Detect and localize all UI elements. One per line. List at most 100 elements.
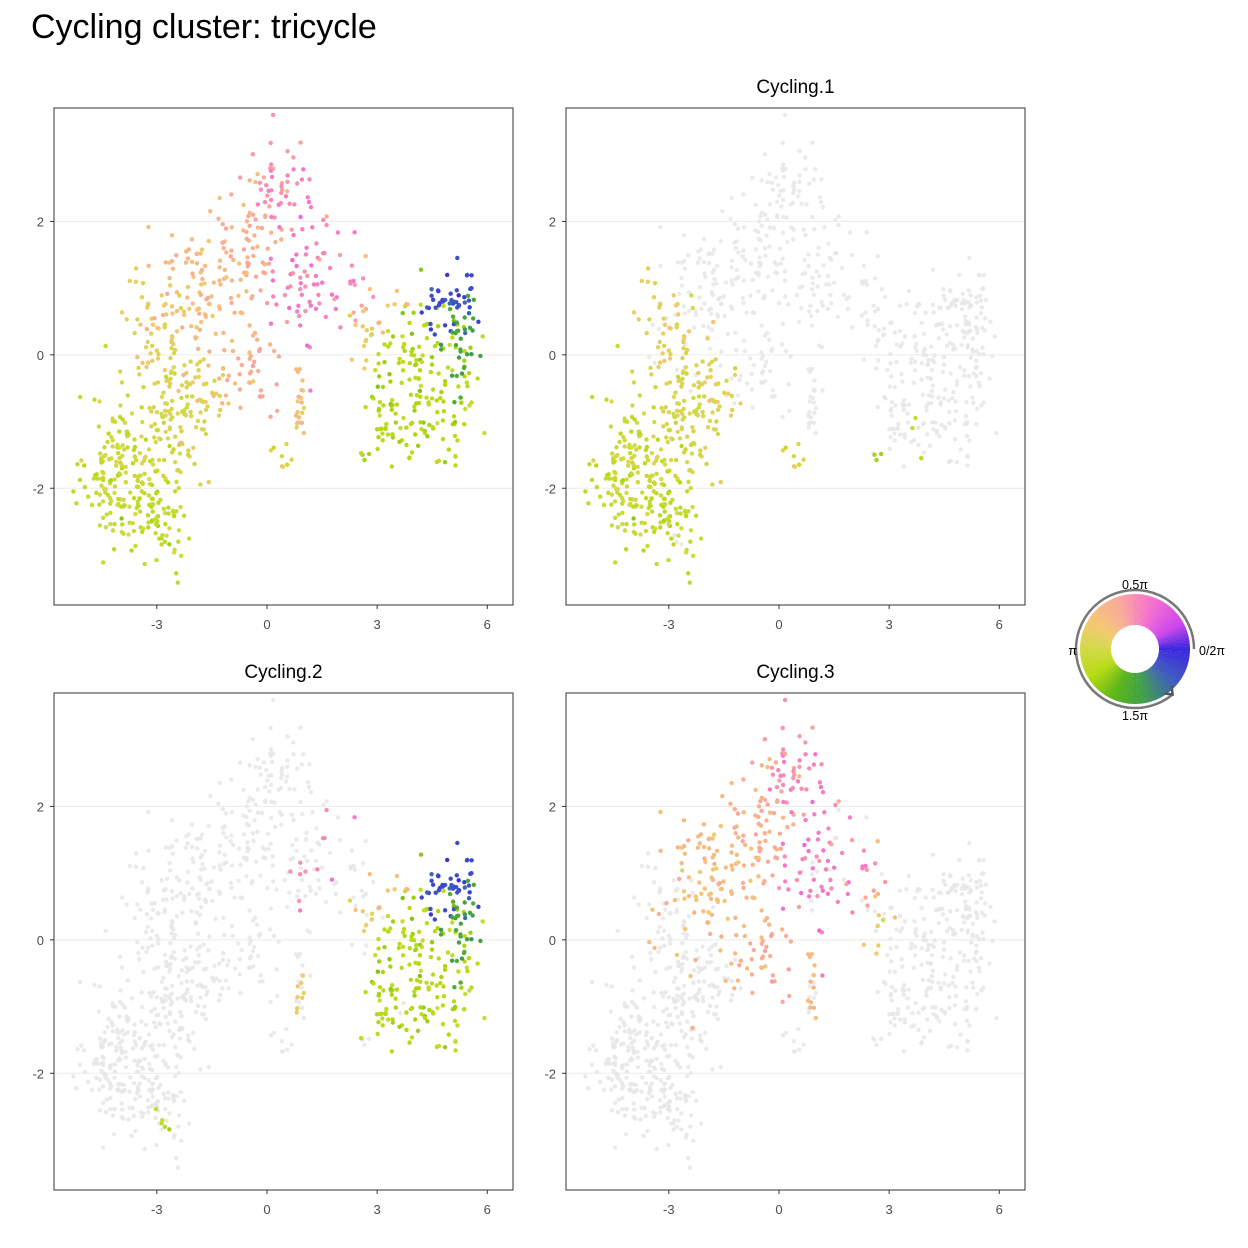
point bbox=[400, 310, 405, 316]
point bbox=[104, 512, 109, 517]
point bbox=[217, 306, 223, 311]
point-background bbox=[962, 330, 967, 335]
point-background bbox=[127, 1089, 132, 1094]
wheel-segment bbox=[1087, 619, 1115, 638]
point bbox=[208, 209, 213, 214]
point bbox=[427, 1007, 432, 1013]
point bbox=[680, 376, 685, 381]
x-tick-label: 3 bbox=[886, 617, 893, 632]
point bbox=[268, 321, 274, 326]
point-background bbox=[976, 937, 982, 942]
point bbox=[120, 453, 125, 458]
point-background bbox=[879, 287, 884, 292]
point-background bbox=[698, 1033, 703, 1038]
point bbox=[832, 865, 837, 870]
point bbox=[212, 378, 217, 383]
point-background bbox=[981, 937, 986, 942]
point-background bbox=[169, 931, 174, 936]
point-background bbox=[849, 252, 855, 258]
point-background bbox=[966, 905, 972, 910]
point-background bbox=[951, 974, 956, 980]
point-background bbox=[119, 1101, 124, 1106]
point bbox=[124, 431, 129, 437]
point bbox=[649, 496, 654, 501]
point bbox=[149, 482, 155, 488]
point bbox=[195, 398, 200, 404]
point bbox=[163, 260, 168, 265]
point-background bbox=[118, 1089, 124, 1094]
point bbox=[801, 457, 806, 462]
point bbox=[180, 325, 185, 330]
point-background bbox=[979, 988, 984, 993]
point-background bbox=[795, 194, 801, 199]
wheel-segment bbox=[1083, 657, 1114, 672]
point bbox=[146, 520, 151, 525]
point bbox=[728, 801, 733, 806]
point-background bbox=[221, 915, 226, 920]
point-background bbox=[155, 941, 161, 946]
point bbox=[696, 370, 701, 376]
point bbox=[178, 305, 183, 311]
point bbox=[308, 303, 313, 308]
point-background bbox=[145, 945, 151, 950]
point-background bbox=[244, 874, 249, 879]
point bbox=[371, 981, 376, 986]
point-background bbox=[161, 1058, 166, 1064]
point bbox=[620, 522, 625, 527]
point bbox=[417, 368, 423, 373]
wheel-segment bbox=[1080, 651, 1112, 658]
point-background bbox=[872, 324, 877, 329]
point bbox=[455, 840, 460, 846]
point bbox=[646, 484, 652, 489]
point-background bbox=[252, 944, 257, 949]
point-background bbox=[124, 902, 129, 907]
point-background bbox=[939, 1007, 944, 1013]
point bbox=[183, 260, 189, 265]
point-background bbox=[163, 845, 168, 850]
point bbox=[426, 402, 431, 407]
point bbox=[442, 460, 448, 465]
x-tick-label: 3 bbox=[374, 1202, 381, 1217]
point-background bbox=[176, 973, 181, 979]
point bbox=[429, 947, 435, 952]
point bbox=[659, 476, 664, 482]
point bbox=[736, 860, 741, 865]
point-background bbox=[176, 1052, 181, 1058]
point bbox=[161, 457, 167, 463]
point-background bbox=[671, 878, 676, 883]
point-background bbox=[971, 985, 976, 990]
point-background bbox=[292, 787, 297, 792]
point bbox=[642, 521, 647, 526]
point-background bbox=[909, 356, 914, 361]
point-background bbox=[968, 384, 973, 389]
point bbox=[447, 886, 452, 891]
point bbox=[462, 1007, 467, 1012]
point bbox=[636, 431, 641, 437]
point-background bbox=[713, 967, 719, 972]
point-background bbox=[974, 358, 979, 363]
point-background bbox=[888, 320, 893, 326]
point bbox=[464, 352, 470, 357]
point-background bbox=[317, 886, 322, 891]
point bbox=[193, 425, 199, 430]
point bbox=[246, 214, 251, 219]
point-background bbox=[71, 1074, 76, 1079]
point bbox=[247, 380, 252, 385]
point bbox=[773, 760, 779, 765]
point bbox=[631, 516, 636, 521]
wheel-segment bbox=[1137, 594, 1144, 626]
point bbox=[238, 310, 243, 315]
point-background bbox=[786, 382, 791, 387]
point bbox=[620, 478, 626, 483]
point-background bbox=[666, 1142, 671, 1148]
point bbox=[632, 417, 637, 422]
point-background bbox=[175, 996, 180, 1001]
point-background bbox=[634, 1032, 639, 1037]
point-background bbox=[906, 987, 912, 992]
point bbox=[133, 543, 138, 549]
point bbox=[874, 951, 879, 956]
point bbox=[676, 533, 681, 538]
point-background bbox=[125, 1030, 130, 1035]
point-background bbox=[274, 887, 279, 892]
point-background bbox=[154, 995, 160, 1000]
